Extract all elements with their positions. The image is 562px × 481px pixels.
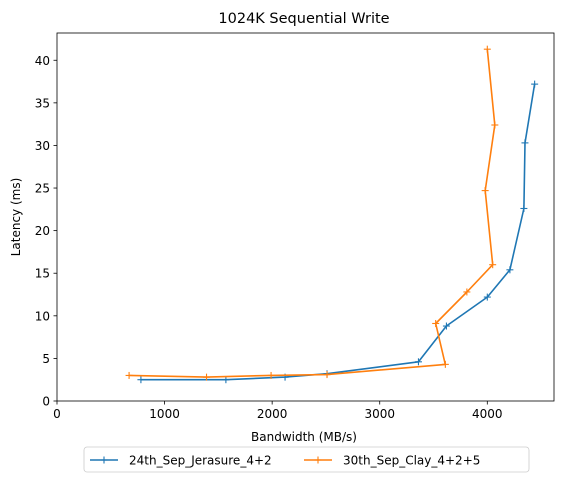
legend-label: 24th_Sep_Jerasure_4+2 [129, 454, 272, 468]
y-tick-label: 10 [35, 309, 50, 323]
legend-items: 24th_Sep_Jerasure_4+2 30th_Sep_Clay_4+2+5 [90, 454, 480, 468]
x-axis-ticks: 0 1000 2000 3000 4000 [53, 401, 503, 421]
x-tick-label: 4000 [472, 407, 503, 421]
y-axis-label: Latency (ms) [9, 178, 23, 257]
y-axis-ticks: 0 5 10 15 20 25 30 35 40 [35, 54, 57, 409]
series-2-point [491, 121, 499, 129]
series-layer [125, 45, 539, 384]
legend-label: 30th_Sep_Clay_4+2+5 [343, 454, 480, 468]
plot-area-frame [56, 32, 555, 402]
series-2-point [432, 319, 440, 327]
x-axis-label: Bandwidth (MB/s) [251, 430, 357, 444]
series-line-2 [129, 49, 496, 378]
series-2-point [203, 373, 211, 381]
series-2-point [463, 288, 471, 296]
x-tick-label: 1000 [149, 407, 180, 421]
series-2-point [489, 261, 497, 269]
y-tick-label: 15 [35, 267, 50, 281]
x-tick-label: 0 [53, 407, 61, 421]
legend: 24th_Sep_Jerasure_4+2 30th_Sep_Clay_4+2+5 [83, 446, 530, 473]
y-tick-label: 5 [42, 352, 50, 366]
series-2-point [125, 371, 133, 379]
series-2-point [323, 371, 331, 379]
series-2-point [481, 187, 489, 195]
y-tick-label: 40 [35, 54, 50, 68]
y-tick-label: 30 [35, 139, 50, 153]
x-tick-label: 3000 [364, 407, 395, 421]
series-1-point [520, 204, 528, 212]
x-tick-label: 2000 [257, 407, 288, 421]
series-2-point [441, 360, 449, 368]
series-1-point [506, 266, 514, 274]
series-line-1 [140, 83, 536, 381]
series-1-point [137, 376, 145, 384]
y-tick-label: 35 [35, 96, 50, 110]
y-tick-label: 20 [35, 224, 50, 238]
series-1-point [531, 80, 539, 88]
series-2-point [483, 45, 491, 53]
series-1-point [483, 293, 491, 301]
chart-title: 1024K Sequential Write [218, 11, 389, 27]
series-2-point [267, 371, 275, 379]
series-1-point [414, 358, 422, 366]
series-1-point [442, 322, 450, 330]
y-tick-label: 25 [35, 182, 50, 196]
y-tick-label: 0 [42, 395, 50, 409]
series-1-point [521, 139, 529, 147]
